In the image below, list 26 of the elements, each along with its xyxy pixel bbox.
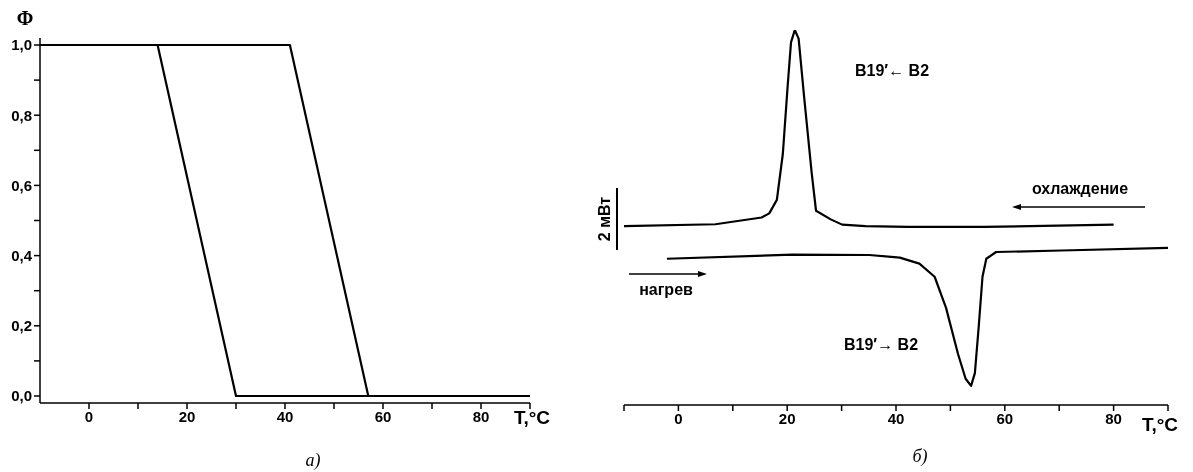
text: а) [305,449,321,471]
annotation: охлаждение [1031,180,1129,198]
y-tick-label: 0,8 [11,106,32,124]
x-tick-label: 60 [996,409,1014,427]
x-axis-title: T,°C [1141,414,1179,436]
x-tick-label: 80 [1105,409,1122,427]
x-tick-label: 40 [276,407,294,425]
y-axis-title: Φ [16,6,34,30]
y-tick-label: 0,6 [11,176,32,194]
x-tick-label: 20 [178,407,196,425]
x-tick-label: 0 [84,407,94,425]
x-tick-label: 40 [887,409,905,427]
y-tick-label: 1,0 [11,36,32,54]
x-tick-label: 0 [674,409,683,427]
x-tick-label: 20 [778,409,796,427]
x-axis-title: T,°C [513,407,551,429]
x-tick-label: 60 [374,407,392,425]
y-tick-label: 0,0 [11,387,32,405]
x-tick-label: 80 [472,407,490,425]
y-tick-label: 0,2 [11,317,32,335]
y-tick-label: 0,4 [11,246,33,264]
annotation: B19′← B2 [854,62,930,80]
annotation: B19′→ B2 [843,336,919,354]
annotation: нагрев [639,281,693,299]
text: б) [912,445,928,467]
text: 2 мВт [596,196,614,242]
